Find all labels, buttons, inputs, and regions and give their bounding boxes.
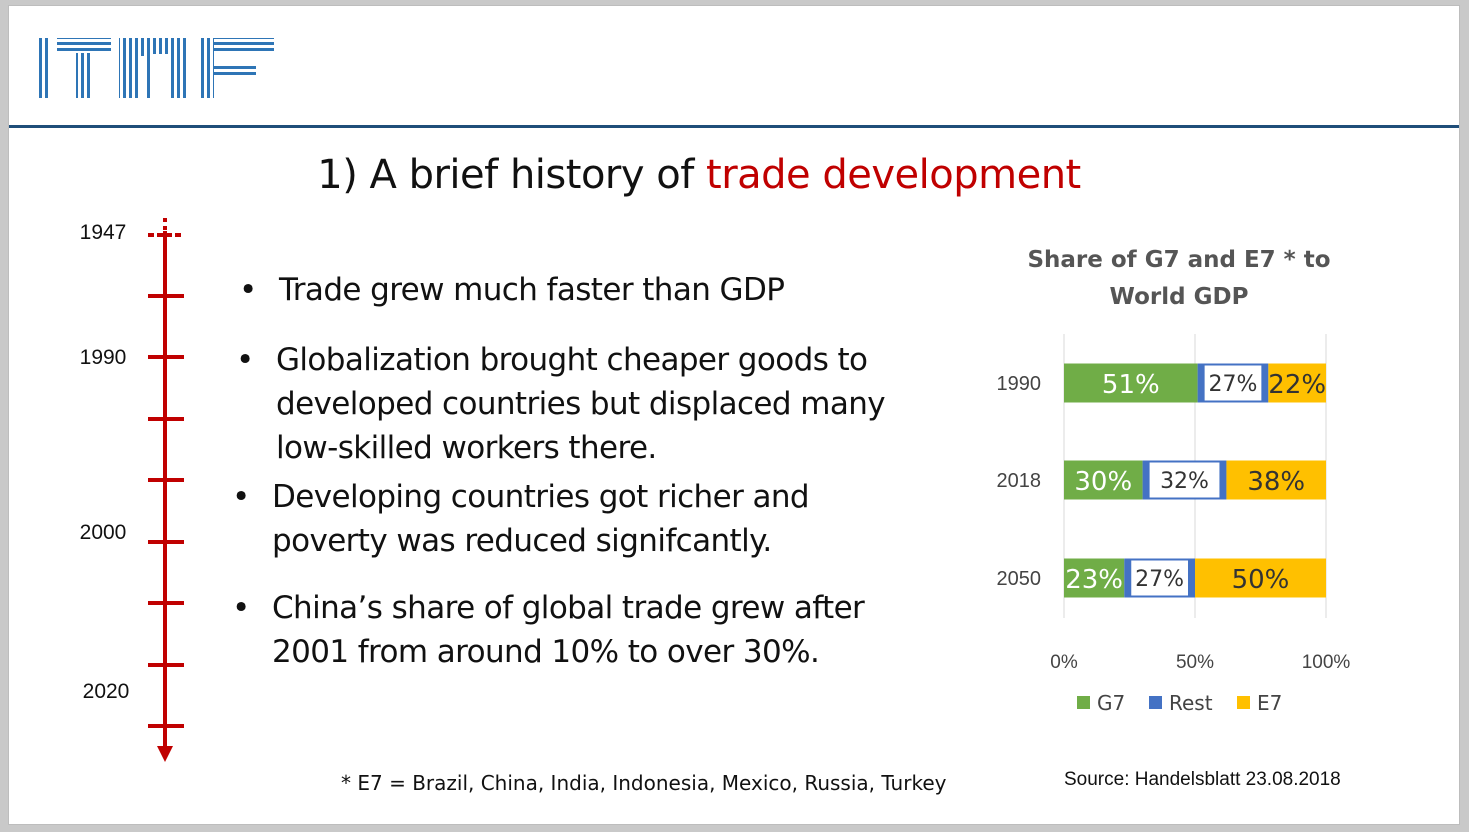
source-note: Source: Handelsblatt 23.08.2018	[1064, 769, 1341, 790]
bullet-text-line: developed countries but displaced many	[276, 386, 886, 422]
chart-data-label: 50%	[1232, 565, 1290, 595]
chart-category-label: 1990	[997, 373, 1042, 395]
chart-bar-g7	[1064, 363, 1198, 403]
chart-legend-swatch	[1149, 696, 1162, 709]
bullet-item: • Trade grew much faster than GDP	[239, 268, 979, 312]
bullet-text-line: low-skilled workers there.	[276, 430, 657, 466]
title-accent: trade development	[706, 152, 1081, 198]
chart-legend-label: E7	[1257, 691, 1282, 715]
chart-x-tick-label: 0%	[1050, 652, 1078, 673]
title-prefix: 1) A brief history of	[317, 152, 707, 198]
bullet-text-line: Developing countries got richer and	[272, 479, 810, 515]
chart-bar-g7	[1064, 460, 1143, 500]
timeline-ticks	[148, 233, 184, 728]
slide-title: 1) A brief history of trade development	[9, 152, 1389, 198]
slide: 1) A brief history of trade development …	[8, 5, 1460, 825]
footnote: * E7 = Brazil, China, India, Indonesia, …	[341, 771, 947, 795]
chart-data-label: 51%	[1102, 370, 1160, 400]
chart-bar-e7	[1195, 558, 1326, 598]
bullet-text-line: Globalization brought cheaper goods to	[276, 342, 868, 378]
chart-data-label: 30%	[1074, 467, 1132, 497]
chart-category-label: 2050	[997, 568, 1042, 590]
chart-data-label: 32%	[1160, 469, 1209, 494]
chart-data-label-box	[1204, 365, 1262, 401]
timeline-year-1990: 1990	[79, 346, 127, 369]
chart-legend-swatch	[1077, 696, 1090, 709]
chart-data-label: 22%	[1268, 370, 1326, 400]
chart-data-label: 38%	[1247, 467, 1305, 497]
chart-data-label: 27%	[1135, 567, 1184, 592]
chart-x-tick-label: 100%	[1302, 652, 1351, 673]
header-rule	[9, 125, 1459, 128]
chart-title: Share of G7 and E7 * to World GDP	[999, 242, 1359, 316]
bullet-dot-icon: •	[239, 272, 257, 308]
bullet-dot-icon: •	[236, 342, 254, 378]
bullet-item: • Developing countries got richer and po…	[232, 475, 972, 563]
chart-bar-e7	[1226, 460, 1326, 500]
stacked-bar-chart: 1990 51% 27% 22% 2018 30% 32% 38% 2050 23% 27% 50% 0…	[997, 334, 1351, 715]
chart-legend-label: G7	[1097, 691, 1125, 715]
bullet-item: • China’s share of global trade grew aft…	[232, 586, 972, 674]
bullet-dot-icon: •	[232, 590, 250, 626]
chart-category-label: 2018	[997, 470, 1042, 492]
chart-x-tick-label: 50%	[1176, 652, 1214, 673]
chart-legend-label: Rest	[1169, 691, 1213, 715]
bullet-text-line: China’s share of global trade grew after	[272, 590, 865, 626]
timeline-year-2000: 2000	[79, 521, 127, 544]
chart-bar-g7	[1064, 558, 1125, 598]
bullet-item: • Globalization brought cheaper goods to…	[236, 338, 976, 470]
chart-data-label: 27%	[1209, 372, 1258, 397]
bullet-text: Trade grew much faster than GDP	[279, 272, 785, 308]
chart-legend-swatch	[1237, 696, 1250, 709]
itmf-logo	[39, 38, 274, 98]
timeline-year-1947: 1947	[79, 221, 127, 244]
chart-title-line: Share of G7 and E7 * to	[1027, 247, 1331, 273]
bullet-text-line: poverty was reduced signifcantly.	[272, 523, 772, 559]
chart-data-label: 23%	[1065, 565, 1123, 595]
timeline	[148, 218, 184, 762]
chart-title-line: World GDP	[1109, 284, 1249, 310]
timeline-year-2020: 2020	[82, 680, 130, 703]
bullet-text-line: 2001 from around 10% to over 30%.	[272, 634, 820, 670]
chart-data-label-box	[1131, 560, 1188, 596]
bullet-dot-icon: •	[232, 479, 250, 515]
chart-data-label-box	[1149, 462, 1220, 498]
timeline-arrow-icon	[157, 746, 173, 762]
chart-bar-e7	[1268, 363, 1326, 403]
